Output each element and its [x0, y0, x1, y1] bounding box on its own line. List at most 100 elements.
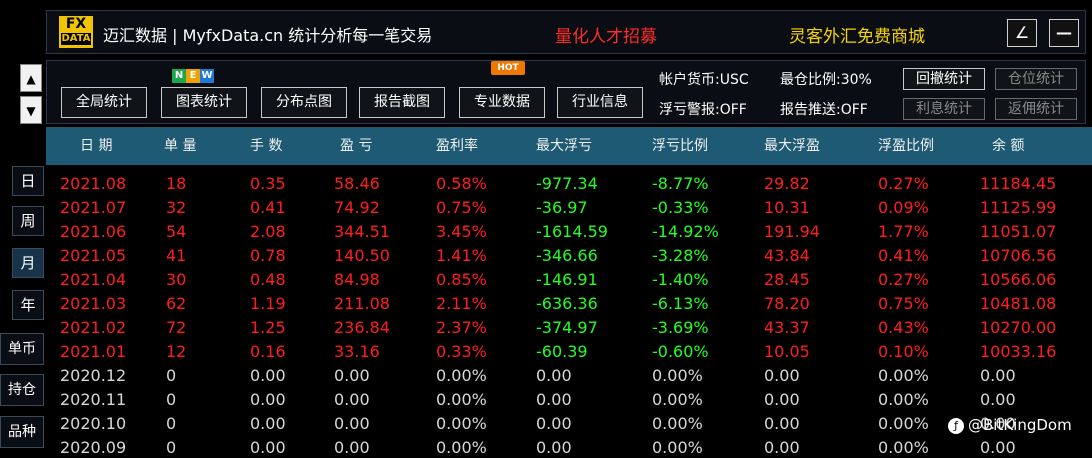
cell-profit: 0.00: [334, 366, 370, 385]
cell-max-float-profit: 29.82: [764, 174, 810, 193]
table-row[interactable]: 2020.09 0 0.00 0.00 0.00% 0.00 0.00% 0.00 0.00% 0…: [46, 436, 1092, 458]
cell-float-loss-ratio: -0.33%: [652, 198, 709, 217]
cell-float-profit-ratio: 0.09%: [878, 198, 929, 217]
table-row[interactable]: 2021.02 72 1.25 236.84 2.37% -374.97 -3.69% 43.…: [46, 316, 1092, 340]
cell-max-float-loss: -636.36: [536, 294, 598, 313]
col-orders[interactable]: 单 量: [164, 138, 197, 154]
cell-profit: 58.46: [334, 174, 380, 193]
store-link[interactable]: 灵客外汇免费商城: [789, 27, 925, 47]
table-row[interactable]: 2021.04 30 0.48 84.98 0.85% -146.91 -1.40% 28.4…: [46, 268, 1092, 292]
cell-lots: 0.00: [250, 366, 286, 385]
industry-info-button[interactable]: 行业信息: [557, 87, 643, 118]
cell-profit-rate: 0.00%: [436, 390, 487, 409]
cell-orders: 72: [166, 318, 187, 337]
col-balance[interactable]: 余 额: [992, 138, 1025, 154]
mode-symbols-button[interactable]: 品种: [0, 416, 44, 448]
cell-balance: 11184.45: [980, 174, 1057, 193]
drawdown-stats-button[interactable]: 回撤统计: [903, 68, 985, 90]
col-profit-rate[interactable]: 盈利率: [436, 138, 478, 154]
col-lots[interactable]: 手 数: [250, 138, 283, 154]
cell-balance: 10270.00: [980, 318, 1057, 337]
logo-data-text: DATA: [61, 33, 91, 45]
report-push-label: 报告推送:OFF: [780, 102, 868, 118]
cell-float-profit-ratio: 0.75%: [878, 294, 929, 313]
period-day-button[interactable]: 日: [12, 166, 44, 196]
cell-balance: 0.00: [980, 390, 1016, 409]
cell-orders: 62: [166, 294, 187, 313]
cell-float-profit-ratio: 0.10%: [878, 342, 929, 361]
col-max-float-profit[interactable]: 最大浮盈: [764, 138, 820, 154]
cell-lots: 0.48: [250, 270, 286, 289]
period-week-button[interactable]: 周: [12, 206, 44, 236]
mode-single-currency-button[interactable]: 单币: [0, 333, 44, 365]
cell-float-loss-ratio: 0.00%: [652, 366, 703, 385]
cell-float-loss-ratio: 0.00%: [652, 438, 703, 457]
position-stats-button[interactable]: 仓位统计: [995, 68, 1077, 90]
cell-orders: 0: [166, 438, 177, 457]
cell-max-float-profit: 78.20: [764, 294, 810, 313]
table-row[interactable]: 2021.08 18 0.35 58.46 0.58% -977.34 -8.77% 29.8…: [46, 172, 1092, 196]
table-row[interactable]: 2020.11 0 0.00 0.00 0.00% 0.00 0.00% 0.00 0.00% 0…: [46, 388, 1092, 412]
cell-float-loss-ratio: 0.00%: [652, 414, 703, 433]
cell-float-loss-ratio: -6.13%: [652, 294, 709, 313]
pro-data-button[interactable]: 专业数据: [459, 87, 545, 118]
cell-date: 2020.09: [60, 438, 127, 457]
col-profit[interactable]: 盈 亏: [340, 138, 373, 154]
cell-profit-rate: 3.45%: [436, 222, 487, 241]
cell-lots: 0.00: [250, 438, 286, 457]
global-stats-button[interactable]: 全局统计: [61, 87, 147, 118]
col-float-loss-ratio[interactable]: 浮亏比例: [652, 138, 708, 154]
cell-lots: 0.16: [250, 342, 286, 361]
scroll-up-button[interactable]: ▲: [20, 64, 42, 92]
cell-max-float-profit: 0.00: [764, 438, 800, 457]
cell-lots: 1.25: [250, 318, 286, 337]
cell-max-float-loss: 0.00: [536, 438, 572, 457]
cell-profit-rate: 0.00%: [436, 414, 487, 433]
cell-date: 2020.10: [60, 414, 127, 433]
table-row[interactable]: 2020.12 0 0.00 0.00 0.00% 0.00 0.00% 0.00 0.00% 0…: [46, 364, 1092, 388]
cell-float-loss-ratio: 0.00%: [652, 390, 703, 409]
col-max-float-loss[interactable]: 最大浮亏: [536, 138, 592, 154]
period-year-button[interactable]: 年: [12, 290, 44, 320]
period-month-button[interactable]: 月: [12, 248, 44, 278]
logo-fx-text: FX: [65, 16, 87, 32]
cell-date: 2021.06: [60, 222, 127, 241]
cell-profit-rate: 2.37%: [436, 318, 487, 337]
new-badge-w: W: [200, 69, 214, 83]
watermark: ƒ @BitKingDom: [948, 416, 1072, 434]
float-alert-label: 浮亏警报:OFF: [659, 102, 747, 118]
mode-positions-button[interactable]: 持仓: [0, 374, 44, 406]
cell-float-loss-ratio: -1.40%: [652, 270, 709, 289]
table-row[interactable]: 2021.01 12 0.16 33.16 0.33% -60.39 -0.60% 10.05…: [46, 340, 1092, 364]
cell-float-loss-ratio: -14.92%: [652, 222, 719, 241]
cell-profit-rate: 0.85%: [436, 270, 487, 289]
table-row[interactable]: 2021.06 54 2.08 344.51 3.45% -1614.59 -14.92% 1…: [46, 220, 1092, 244]
report-screenshot-button[interactable]: 报告截图: [359, 87, 445, 118]
cell-profit: 0.00: [334, 414, 370, 433]
rebate-stats-button[interactable]: 返佣统计: [995, 98, 1077, 120]
col-date[interactable]: 日 期: [80, 138, 113, 154]
recruit-link[interactable]: 量化人才招募: [555, 27, 657, 47]
chart-stats-button[interactable]: 图表统计: [161, 87, 247, 118]
cell-max-float-profit: 0.00: [764, 366, 800, 385]
cell-orders: 41: [166, 246, 187, 265]
cell-date: 2021.07: [60, 198, 127, 217]
cell-profit: 344.51: [334, 222, 390, 241]
cell-date: 2020.11: [60, 390, 127, 409]
table-row[interactable]: 2021.05 41 0.78 140.50 1.41% -346.66 -3.28% 43.…: [46, 244, 1092, 268]
scroll-down-button[interactable]: ▼: [20, 96, 42, 124]
cell-max-float-profit: 10.31: [764, 198, 810, 217]
table-row[interactable]: 2020.10 0 0.00 0.00 0.00% 0.00 0.00% 0.00 0.00% 0…: [46, 412, 1092, 436]
cell-max-float-loss: -346.66: [536, 246, 598, 265]
interest-stats-button[interactable]: 利息统计: [903, 98, 985, 120]
cell-lots: 0.00: [250, 414, 286, 433]
col-float-profit-ratio[interactable]: 浮盈比例: [878, 138, 934, 154]
minimize-button[interactable]: —: [1049, 19, 1079, 47]
table-row[interactable]: 2021.03 62 1.19 211.08 2.11% -636.36 -6.13% 78.…: [46, 292, 1092, 316]
cell-lots: 0.78: [250, 246, 286, 265]
cell-date: 2021.05: [60, 246, 127, 265]
restore-button[interactable]: ∠: [1007, 19, 1037, 47]
distribution-plot-button[interactable]: 分布点图: [261, 87, 347, 118]
toolbar: 全局统计 N E W 图表统计 分布点图 报告截图 HOT 专业数据 行业信息 …: [46, 60, 1086, 124]
table-row[interactable]: 2021.07 32 0.41 74.92 0.75% -36.97 -0.33% 10.31…: [46, 196, 1092, 220]
